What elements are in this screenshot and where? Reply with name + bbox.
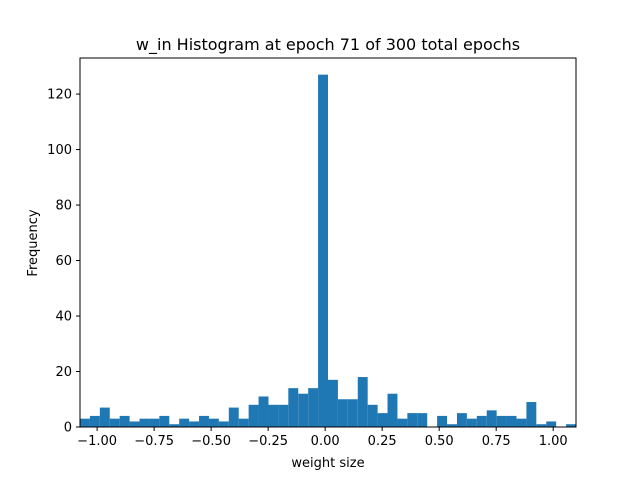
histogram-bar xyxy=(248,404,259,427)
histogram-bar xyxy=(189,421,200,427)
histogram-bar xyxy=(228,407,239,427)
histogram-bar xyxy=(516,418,527,427)
histogram-bar xyxy=(89,415,100,427)
histogram-bar xyxy=(169,424,180,427)
histogram-bar xyxy=(278,404,289,427)
histogram-bar xyxy=(506,415,517,427)
histogram-bar xyxy=(447,424,457,427)
x-tick-label: −0.25 xyxy=(248,434,288,449)
y-tick-label: 0 xyxy=(64,421,72,436)
histogram-bar xyxy=(456,413,467,427)
y-tick-label: 20 xyxy=(55,365,72,380)
histogram-bar xyxy=(119,415,130,427)
y-tick-label: 40 xyxy=(55,310,72,325)
x-tick-label: −0.50 xyxy=(191,434,231,449)
x-tick-label: 0.75 xyxy=(482,434,511,449)
histogram-bar xyxy=(208,418,219,427)
histogram-bar xyxy=(268,404,279,427)
histogram-bar xyxy=(486,410,497,427)
histogram-bar xyxy=(99,407,110,427)
histogram-bar xyxy=(526,402,537,427)
y-axis-ticks: 0 20 40 60 80 100 120 xyxy=(47,88,80,436)
x-tick-label: −1.00 xyxy=(77,434,117,449)
y-axis-label: Frequency xyxy=(26,209,41,276)
y-tick-label: 60 xyxy=(55,254,72,269)
histogram-bar xyxy=(238,418,249,427)
histogram-bar xyxy=(288,388,299,427)
histogram-bar xyxy=(546,421,557,427)
histogram-bar xyxy=(258,396,269,427)
histogram-bar xyxy=(159,415,170,427)
histogram-bar xyxy=(318,74,328,428)
histogram-bar xyxy=(417,413,428,427)
x-axis-ticks: −1.00 −0.75 −0.50 −0.25 0.00 0.25 0.50 0.75 1.00 xyxy=(77,427,568,449)
histogram-bar xyxy=(139,418,150,427)
y-tick-label: 100 xyxy=(47,143,72,158)
histogram-bar xyxy=(129,421,140,427)
histogram-bar xyxy=(466,418,477,427)
x-tick-label: 0.50 xyxy=(425,434,454,449)
histogram-bar xyxy=(437,415,448,427)
histogram-bar xyxy=(109,418,120,427)
histogram-bar xyxy=(80,418,90,427)
histogram-bar xyxy=(149,418,160,427)
x-axis-label: weight size xyxy=(291,456,364,471)
histogram-bar xyxy=(397,418,408,427)
histogram-bar xyxy=(179,418,190,427)
chart-title: w_in Histogram at epoch 71 of 300 total … xyxy=(136,35,520,55)
histogram-bar xyxy=(496,415,507,427)
histogram-bar xyxy=(337,399,348,427)
histogram-bars xyxy=(80,74,576,428)
y-tick-label: 80 xyxy=(55,199,72,214)
x-tick-label: 0.25 xyxy=(368,434,397,449)
histogram-bar xyxy=(407,413,418,427)
histogram-bar xyxy=(387,393,398,427)
histogram-bar xyxy=(367,404,378,427)
x-tick-label: 1.00 xyxy=(539,434,568,449)
histogram-bar xyxy=(476,415,487,427)
histogram-bar xyxy=(536,424,547,427)
histogram-bar xyxy=(298,393,309,427)
histogram-bar xyxy=(308,388,319,427)
histogram-bar xyxy=(357,377,368,427)
histogram-bar xyxy=(328,379,338,427)
y-tick-label: 120 xyxy=(47,88,72,103)
histogram-bar xyxy=(347,399,358,427)
histogram-bar xyxy=(566,424,576,427)
histogram-bar xyxy=(218,421,229,427)
histogram-bar xyxy=(377,413,388,427)
plot-frame xyxy=(79,57,577,428)
histogram-bar xyxy=(199,415,209,427)
x-tick-label: 0.00 xyxy=(311,434,340,449)
x-tick-label: −0.75 xyxy=(134,434,174,449)
